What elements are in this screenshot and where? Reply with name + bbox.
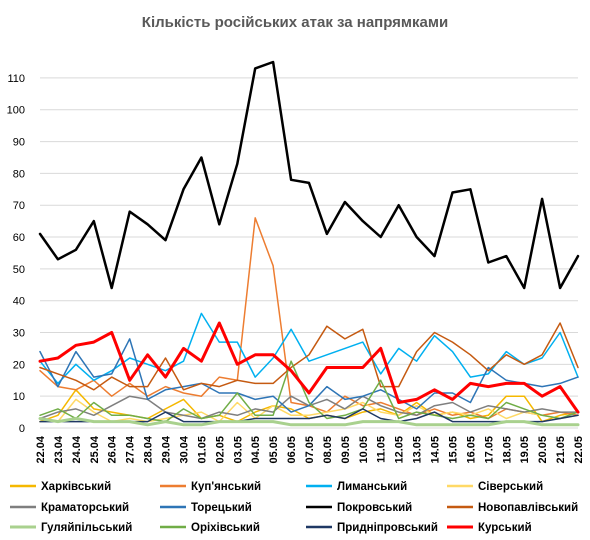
legend-label: Гуляйпільський (41, 522, 132, 534)
y-tick-label: 0 (19, 423, 25, 435)
x-tick-label: 18.05 (501, 436, 513, 464)
y-tick-label: 10 (13, 391, 25, 403)
legend-label: Торецький (191, 502, 252, 514)
x-tick-label: 30.04 (178, 435, 190, 463)
y-tick-label: 80 (13, 168, 25, 180)
legend-label: Куп'янський (191, 481, 261, 493)
x-tick-label: 08.05 (322, 436, 334, 464)
y-tick-label: 60 (13, 232, 25, 244)
series-line (39, 338, 579, 413)
y-tick-label: 90 (13, 137, 25, 149)
x-tick-label: 09.05 (340, 436, 352, 464)
chart-title: Кількість російських атак за напрямками (142, 14, 448, 31)
legend-label: Покровський (337, 502, 412, 514)
legend-label: Новопавлівський (478, 502, 578, 514)
x-tick-label: 11.05 (376, 436, 388, 463)
x-tick-label: 10.05 (358, 436, 370, 464)
legend-label: Придніпровський (337, 522, 438, 534)
x-tick-label: 21.05 (555, 436, 567, 464)
legend: Харківський Куп'янський Лиманський Сіверськ… (10, 481, 578, 534)
x-tick-label: 25.04 (89, 435, 101, 463)
x-tick-label: 15.05 (447, 436, 459, 464)
x-tick-label: 24.04 (71, 435, 83, 463)
x-tick-label: 07.05 (304, 436, 316, 464)
series-line (38, 417, 580, 427)
y-tick-label: 30 (13, 328, 25, 340)
x-tick-label: 23.04 (53, 435, 65, 463)
x-tick-label: 03.05 (232, 436, 244, 464)
y-tick-label: 50 (13, 264, 25, 276)
x-tick-label: 05.05 (268, 436, 280, 464)
x-tick-label: 26.04 (107, 435, 119, 463)
legend-label: Харківський (41, 481, 111, 493)
series-line (38, 60, 580, 290)
series-line (39, 360, 579, 423)
x-tick-label: 02.05 (214, 436, 226, 464)
x-tick-label: 19.05 (519, 436, 531, 464)
x-tick-label: 27.04 (125, 435, 137, 463)
legend-label: Сіверський (478, 481, 543, 493)
x-tick-label: 29.04 (161, 435, 173, 463)
series-line (38, 321, 580, 414)
y-axis-ticks: 0 10 20 30 40 50 60 70 80 90 100 110 (7, 73, 25, 435)
legend-label: Курський (478, 522, 532, 534)
x-axis-ticks: 22.04 23.04 24.04 25.04 26.04 27.04 28.04 29.04… (35, 435, 585, 463)
x-tick-label: 13.05 (412, 436, 424, 464)
x-tick-label: 04.05 (250, 436, 262, 464)
x-tick-label: 17.05 (483, 436, 495, 464)
series-line (39, 398, 579, 423)
y-tick-label: 40 (13, 296, 25, 308)
x-tick-label: 12.05 (394, 436, 406, 464)
x-tick-label: 06.05 (286, 436, 298, 464)
legend-label: Краматорський (41, 502, 129, 514)
y-tick-label: 70 (13, 200, 25, 212)
y-tick-label: 20 (13, 359, 25, 371)
legend-label: Оріхівський (191, 522, 260, 534)
x-tick-label: 14.05 (430, 436, 442, 464)
x-tick-label: 28.04 (143, 435, 155, 463)
x-tick-label: 20.05 (537, 436, 549, 464)
y-tick-label: 110 (7, 73, 25, 85)
x-tick-label: 22.05 (573, 436, 585, 464)
series-line (39, 312, 579, 385)
x-tick-label: 16.05 (465, 436, 477, 464)
series-line (39, 322, 579, 391)
legend-label: Лиманський (337, 481, 407, 493)
series-lines (38, 60, 580, 427)
y-tick-label: 100 (7, 105, 25, 117)
x-tick-label: 01.05 (196, 436, 208, 464)
x-tick-label: 22.04 (35, 435, 47, 463)
